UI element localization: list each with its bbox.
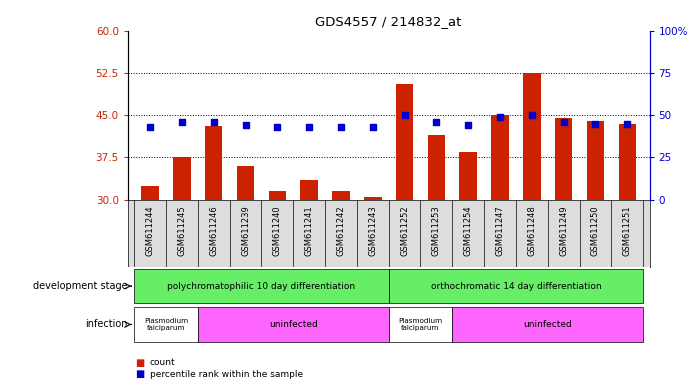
Point: [399, 112, 410, 118]
Text: GSM611254: GSM611254: [464, 205, 473, 256]
Text: uninfected: uninfected: [269, 320, 318, 329]
Point: [463, 122, 474, 128]
Bar: [388, 269, 643, 303]
Text: GSM611247: GSM611247: [495, 205, 504, 256]
Text: GSM611250: GSM611250: [591, 205, 600, 256]
Text: GSM611251: GSM611251: [623, 205, 632, 256]
Point: [176, 119, 187, 125]
Text: GSM611243: GSM611243: [368, 205, 377, 256]
Text: GSM611252: GSM611252: [400, 205, 409, 256]
Bar: [205, 126, 223, 200]
Point: [590, 121, 601, 127]
Text: GSM611245: GSM611245: [178, 205, 187, 256]
Point: [335, 124, 346, 130]
Text: GSM611241: GSM611241: [305, 205, 314, 256]
Point: [558, 119, 569, 125]
Bar: [618, 124, 636, 200]
Text: GSM611249: GSM611249: [559, 205, 568, 256]
Bar: [388, 307, 453, 342]
Bar: [523, 73, 540, 200]
Text: ■: ■: [135, 369, 144, 379]
Bar: [173, 157, 191, 200]
Point: [303, 124, 314, 130]
Text: polychromatophilic 10 day differentiation: polychromatophilic 10 day differentiatio…: [167, 281, 355, 291]
Bar: [587, 121, 604, 200]
Point: [367, 124, 378, 130]
Text: percentile rank within the sample: percentile rank within the sample: [150, 370, 303, 379]
Text: infection: infection: [85, 319, 127, 329]
Bar: [428, 135, 445, 200]
Bar: [453, 307, 643, 342]
Text: orthochromatic 14 day differentiation: orthochromatic 14 day differentiation: [430, 281, 601, 291]
Bar: [460, 152, 477, 200]
Point: [622, 121, 633, 127]
Bar: [198, 307, 388, 342]
Text: GSM611239: GSM611239: [241, 205, 250, 256]
Text: development stage: development stage: [32, 281, 127, 291]
Title: GDS4557 / 214832_at: GDS4557 / 214832_at: [316, 15, 462, 28]
Bar: [364, 197, 381, 200]
Bar: [142, 185, 159, 200]
Bar: [237, 166, 254, 200]
Text: Plasmodium
falciparum: Plasmodium falciparum: [399, 318, 442, 331]
Point: [272, 124, 283, 130]
Text: GSM611246: GSM611246: [209, 205, 218, 256]
Point: [495, 114, 506, 120]
Bar: [134, 307, 198, 342]
Text: GSM611244: GSM611244: [146, 205, 155, 256]
Text: GSM611240: GSM611240: [273, 205, 282, 256]
Point: [527, 112, 538, 118]
Bar: [396, 84, 413, 200]
Text: uninfected: uninfected: [523, 320, 572, 329]
Bar: [332, 191, 350, 200]
Bar: [134, 269, 388, 303]
Text: GSM611253: GSM611253: [432, 205, 441, 256]
Point: [208, 119, 219, 125]
Text: ■: ■: [135, 358, 144, 368]
Text: Plasmodium
falciparum: Plasmodium falciparum: [144, 318, 188, 331]
Text: GSM611242: GSM611242: [337, 205, 346, 256]
Point: [431, 119, 442, 125]
Bar: [555, 118, 572, 200]
Bar: [491, 115, 509, 200]
Bar: [269, 191, 286, 200]
Text: count: count: [150, 358, 176, 367]
Point: [144, 124, 155, 130]
Point: [240, 122, 251, 128]
Bar: [301, 180, 318, 200]
Text: GSM611248: GSM611248: [527, 205, 536, 256]
